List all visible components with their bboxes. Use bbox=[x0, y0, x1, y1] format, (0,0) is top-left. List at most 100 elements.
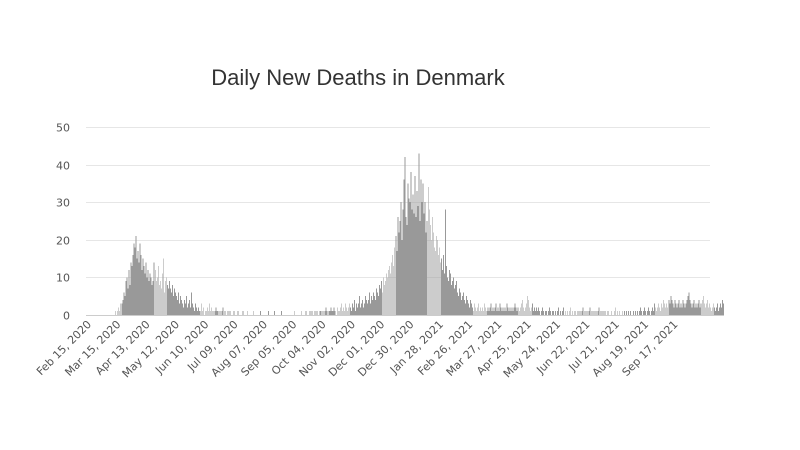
bar bbox=[142, 258, 144, 315]
bar bbox=[403, 179, 405, 315]
bar bbox=[672, 303, 674, 315]
bar bbox=[398, 232, 400, 315]
bar bbox=[548, 311, 549, 315]
bar bbox=[447, 281, 449, 315]
bar bbox=[135, 236, 137, 315]
y-tick-label: 20 bbox=[56, 235, 70, 248]
bar bbox=[462, 296, 463, 315]
bar bbox=[465, 303, 467, 315]
bar bbox=[711, 307, 713, 315]
bar bbox=[459, 288, 460, 315]
bar bbox=[687, 296, 689, 315]
bar bbox=[393, 266, 395, 315]
bar bbox=[674, 299, 676, 315]
bar bbox=[526, 296, 528, 315]
bar bbox=[138, 262, 140, 315]
bar bbox=[688, 292, 690, 315]
bar bbox=[546, 311, 547, 315]
bar bbox=[433, 247, 435, 315]
bar bbox=[648, 307, 650, 315]
bar bbox=[484, 303, 486, 315]
bar bbox=[656, 311, 658, 315]
bar bbox=[537, 307, 539, 315]
bar bbox=[668, 299, 670, 315]
bar bbox=[710, 311, 712, 315]
bar bbox=[229, 311, 231, 315]
bar bbox=[417, 205, 419, 315]
bar bbox=[216, 311, 218, 315]
bar bbox=[436, 239, 438, 315]
bar bbox=[452, 281, 453, 315]
bar bbox=[409, 202, 411, 315]
bar bbox=[274, 311, 275, 315]
bar bbox=[412, 194, 414, 315]
bar bbox=[567, 311, 569, 315]
bar bbox=[681, 307, 683, 315]
bar bbox=[212, 311, 214, 315]
bar bbox=[640, 307, 641, 315]
bar bbox=[406, 224, 408, 315]
bar bbox=[464, 299, 466, 315]
bar bbox=[667, 307, 669, 315]
bar bbox=[130, 262, 132, 315]
bar bbox=[163, 292, 165, 315]
bar bbox=[140, 254, 142, 315]
bar bbox=[695, 303, 697, 315]
bar bbox=[207, 307, 209, 315]
bar bbox=[691, 307, 693, 315]
bar bbox=[154, 269, 156, 315]
bar bbox=[180, 296, 181, 315]
bar bbox=[340, 303, 342, 315]
bar bbox=[408, 198, 410, 315]
bar bbox=[460, 292, 461, 315]
bar bbox=[146, 277, 148, 315]
bar bbox=[149, 273, 151, 315]
bar bbox=[143, 266, 145, 315]
bar bbox=[347, 307, 349, 315]
y-tick-label: 40 bbox=[56, 160, 70, 173]
bar bbox=[664, 303, 666, 315]
bar bbox=[660, 311, 662, 315]
bar bbox=[515, 307, 517, 315]
bar bbox=[457, 292, 458, 315]
bar bbox=[641, 311, 642, 315]
bar bbox=[495, 303, 497, 315]
bar bbox=[120, 303, 122, 315]
bar bbox=[591, 311, 593, 315]
bar bbox=[370, 303, 371, 315]
bar bbox=[177, 299, 178, 315]
bar bbox=[166, 284, 168, 315]
bar bbox=[502, 307, 504, 315]
bar bbox=[202, 311, 204, 315]
bar bbox=[522, 307, 524, 315]
bar bbox=[128, 269, 130, 315]
bar bbox=[477, 307, 479, 315]
bar bbox=[532, 311, 534, 315]
bar bbox=[124, 296, 126, 315]
bar bbox=[397, 217, 399, 315]
bar bbox=[570, 307, 572, 315]
bar bbox=[707, 307, 709, 315]
bar bbox=[367, 303, 368, 315]
bar bbox=[623, 311, 625, 315]
y-tick-label: 0 bbox=[63, 310, 70, 323]
bar bbox=[187, 307, 188, 315]
bar bbox=[117, 311, 119, 315]
bar bbox=[625, 311, 627, 315]
bar bbox=[181, 299, 182, 315]
bar bbox=[527, 299, 529, 315]
bar bbox=[692, 303, 694, 315]
bar bbox=[507, 307, 509, 315]
bar bbox=[392, 254, 394, 315]
bar bbox=[529, 311, 531, 315]
bar bbox=[722, 303, 724, 315]
bar bbox=[439, 262, 441, 315]
bar bbox=[552, 311, 553, 315]
bar bbox=[242, 311, 244, 315]
bar bbox=[618, 311, 620, 315]
bar bbox=[333, 307, 335, 315]
bar bbox=[493, 311, 495, 315]
bar bbox=[326, 311, 328, 315]
bar bbox=[637, 311, 638, 315]
bar bbox=[139, 243, 141, 315]
